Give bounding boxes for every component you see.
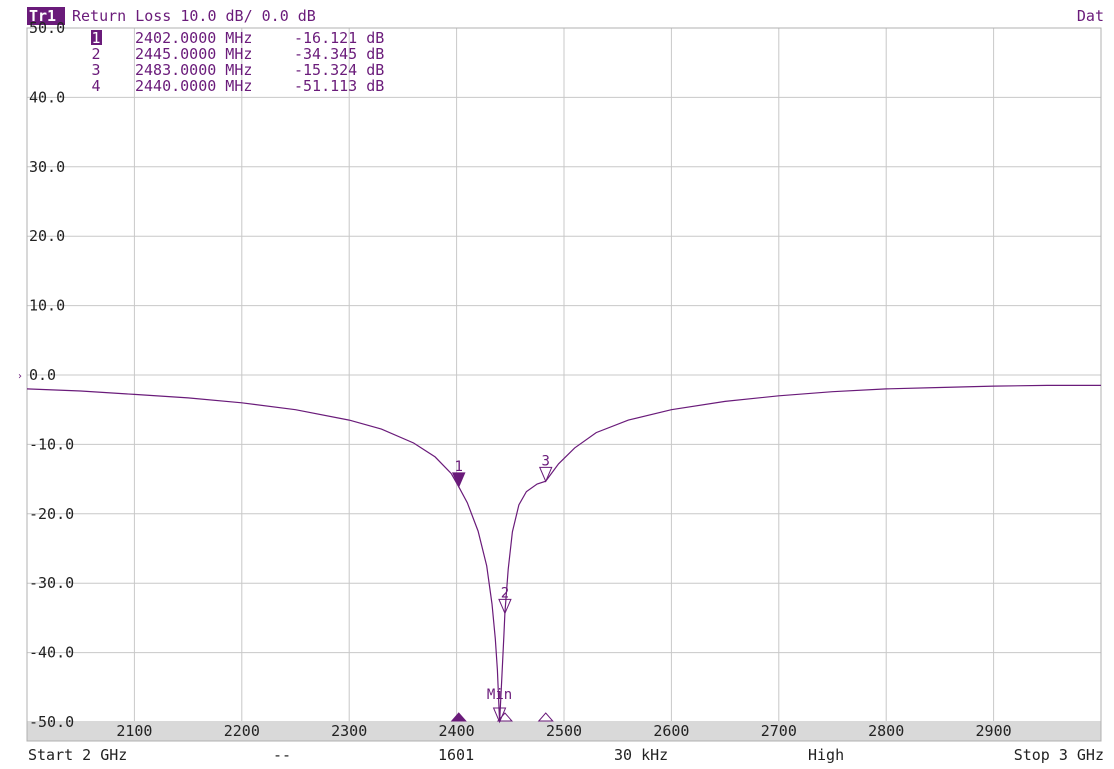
trace-line	[26, 384, 1101, 723]
y-tick-label: 30.0	[29, 158, 65, 176]
marker-1-position-indicator	[450, 712, 467, 722]
status-power[interactable]: High	[808, 746, 844, 764]
marker-table-id[interactable]: 3	[91, 61, 100, 79]
status-bar: Start 2 GHz -- 1601 30 kHz High Stop 3 G…	[0, 743, 1114, 769]
status-points[interactable]: 1601	[438, 746, 474, 764]
y-tick-label: -10.0	[29, 435, 74, 453]
marker-3-position-indicator	[537, 712, 554, 722]
min-label: Min	[487, 687, 512, 703]
x-tick-label: 2100	[116, 722, 152, 740]
y-tick-label: 50.0	[29, 19, 65, 37]
plot-area: 50.0 40.0 30.0 20.0 10.0 0.0 -10.0 -20.0 -30.0 -4…	[18, 19, 1102, 742]
marker-table-value: -51.113 dB	[294, 77, 384, 95]
x-tick-label: 2300	[331, 722, 367, 740]
marker-2-position-indicator	[496, 712, 514, 722]
marker-table-freq: 2483.0000 MHz	[135, 61, 252, 79]
grid	[27, 27, 1101, 741]
status-dashes[interactable]: --	[273, 746, 291, 764]
right-label: Dat	[1077, 7, 1104, 25]
x-tick-label: 2700	[761, 722, 797, 740]
y-tick-label: -40.0	[29, 644, 74, 662]
status-ifbw[interactable]: 30 kHz	[614, 746, 668, 764]
x-axis-strip	[27, 721, 1101, 741]
markers: 1 2 3	[450, 453, 554, 724]
marker-2-triangle[interactable]	[498, 598, 512, 615]
marker-table-freq: 2440.0000 MHz	[135, 77, 252, 95]
trace-label[interactable]: Return Loss 10.0 dB/ 0.0 dB	[72, 7, 316, 25]
y-tick-label: 0.0	[29, 366, 56, 384]
reference-arrow-icon: ›	[18, 371, 22, 382]
x-tick-label: 2600	[653, 722, 689, 740]
y-tick-label: -50.0	[29, 713, 74, 731]
status-stop[interactable]: Stop 3 GHz	[1014, 746, 1104, 764]
y-tick-label: -20.0	[29, 505, 74, 523]
marker-1-triangle[interactable]	[451, 472, 466, 489]
marker-table-id[interactable]: 4	[91, 77, 100, 95]
y-tick-label: 10.0	[29, 297, 65, 315]
marker-table-value: -15.324 dB	[294, 61, 384, 79]
marker-table-value: -16.121 dB	[294, 29, 384, 47]
y-tick-label: -30.0	[29, 574, 74, 592]
marker-table-active-box	[91, 30, 102, 45]
plot-frame	[26, 27, 1102, 742]
marker-3-label: 3	[542, 453, 550, 469]
marker-table-id[interactable]: 2	[91, 45, 100, 63]
status-start[interactable]: Start 2 GHz	[28, 746, 127, 764]
y-tick-label: 20.0	[29, 227, 65, 245]
marker-table-value: -34.345 dB	[294, 45, 384, 63]
x-tick-label: 2500	[546, 722, 582, 740]
x-tick-label: 2400	[439, 722, 475, 740]
marker-table: 1 2402.0000 MHz -16.121 dB 2 2445.0000 MHz -3…	[91, 29, 384, 95]
y-tick-labels: 50.0 40.0 30.0 20.0 10.0 0.0 -10.0 -20.0 -30.0 -4…	[29, 19, 74, 731]
marker-table-freq: 2445.0000 MHz	[135, 45, 252, 63]
marker-table-freq: 2402.0000 MHz	[135, 29, 252, 47]
x-tick-labels: 2100 2200 2300 2400 2500 2600 2700 2800 2900	[116, 722, 1011, 740]
y-tick-label: 40.0	[29, 88, 65, 106]
marker-table-id[interactable]: 1	[91, 29, 100, 47]
trace-badge[interactable]: Tr1	[29, 7, 56, 25]
trace-badge-bg[interactable]	[27, 7, 65, 25]
marker-2-label: 2	[501, 585, 509, 601]
marker-1-label: 1	[455, 459, 463, 475]
marker-3-triangle[interactable]	[538, 466, 553, 483]
x-tick-label: 2800	[868, 722, 904, 740]
x-tick-label: 2200	[224, 722, 260, 740]
x-tick-label: 2900	[976, 722, 1012, 740]
